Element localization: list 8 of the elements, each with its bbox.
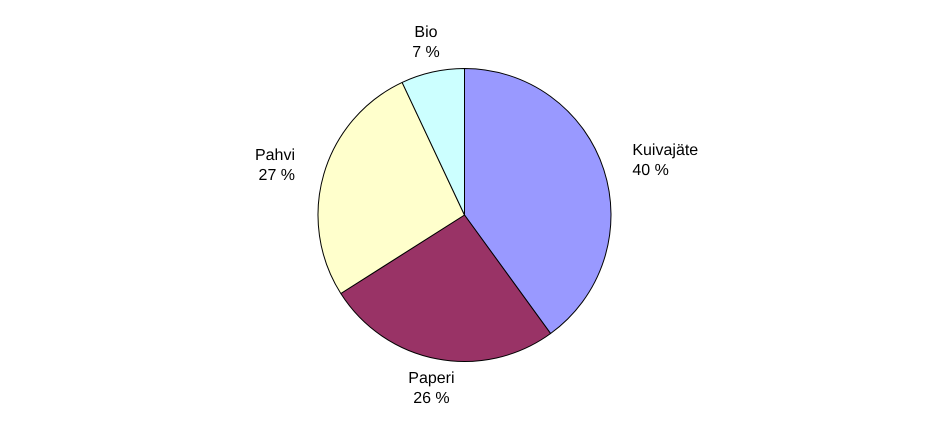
data-label: 7 % bbox=[412, 44, 440, 62]
data-label: 26 % bbox=[413, 390, 450, 407]
data-label: 40 % bbox=[632, 162, 669, 179]
slice-label: Pahvi bbox=[254, 147, 296, 164]
slice-label: Paperi bbox=[408, 370, 455, 387]
slice-label: Bio bbox=[414, 24, 438, 42]
slice-label: Kuivajäte bbox=[632, 142, 698, 159]
data-label: 27 % bbox=[258, 167, 296, 184]
